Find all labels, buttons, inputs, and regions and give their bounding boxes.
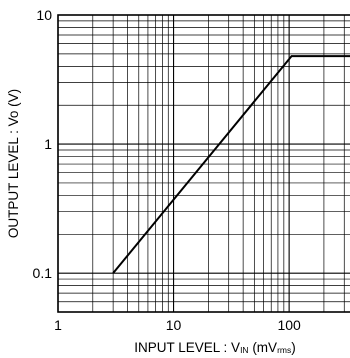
x-tick-label: 1 — [54, 317, 62, 333]
x-tick-labels: 1 10 100 — [54, 317, 301, 333]
x-tick-label: 100 — [277, 317, 301, 333]
x-tick-label: 10 — [166, 317, 182, 333]
plot-frame — [57, 14, 350, 313]
y-tick-label: 10 — [36, 7, 52, 23]
y-tick-label: 1 — [44, 136, 52, 152]
series-line — [112, 55, 350, 274]
y-axis-label: OUTPUT LEVEL : Vo (V) — [6, 89, 21, 238]
x-axis-label: INPUT LEVEL : VIN (mVrms) — [134, 340, 295, 355]
y-tick-label: 0.1 — [33, 265, 53, 281]
y-tick-labels: 0.1 1 10 — [33, 7, 53, 281]
